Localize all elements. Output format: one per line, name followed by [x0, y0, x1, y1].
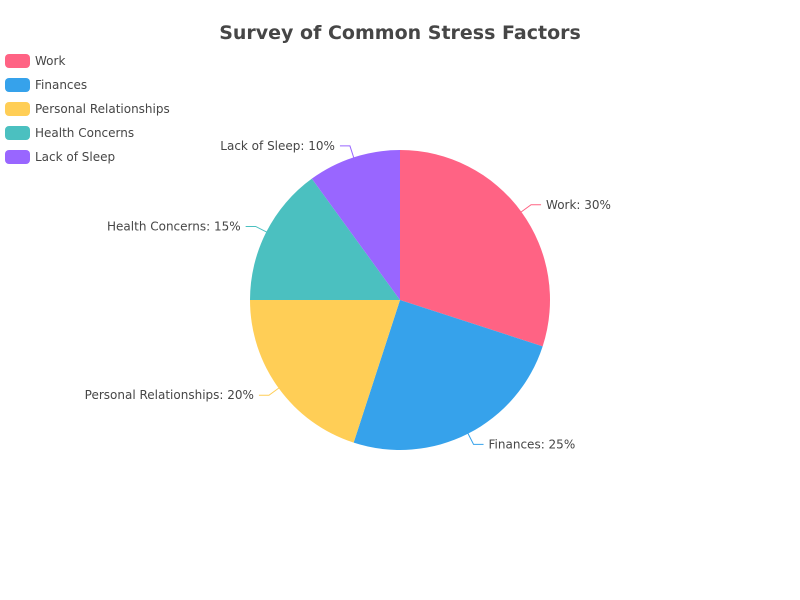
pie-slice-lack-of-sleep[interactable]: [311, 150, 400, 300]
leader-line-health-concerns: [245, 225, 269, 234]
legend-item-lack-of-sleep[interactable]: Lack of Sleep: [5, 150, 115, 164]
legend-swatch: [5, 54, 30, 68]
slice-label-lack-of-sleep: Lack of Sleep: 10%: [220, 139, 335, 153]
legend-label: Finances: [35, 78, 87, 92]
pie-slices: [250, 150, 550, 450]
legend-label: Lack of Sleep: [35, 150, 115, 164]
slice-label-finances: Finances: 25%: [489, 437, 576, 451]
leader-line-lack-of-sleep: [339, 145, 355, 160]
slice-label-health-concerns: Health Concerns: 15%: [107, 219, 241, 233]
legend-item-personal-relationships[interactable]: Personal Relationships: [5, 102, 170, 116]
legend-swatch: [5, 102, 30, 116]
leader-line-personal-relationships: [258, 386, 281, 396]
legend: Work Finances Personal Relationships Health…: [5, 54, 170, 164]
legend-swatch: [5, 78, 30, 92]
leader-line-finances: [466, 431, 484, 445]
legend-swatch: [5, 150, 30, 164]
pie-slice-finances[interactable]: [353, 300, 543, 450]
legend-item-health-concerns[interactable]: Health Concerns: [5, 126, 134, 140]
legend-item-finances[interactable]: Finances: [5, 78, 87, 92]
slice-label-work: Work: 30%: [546, 198, 611, 212]
slice-label-personal-relationships: Personal Relationships: 20%: [85, 388, 254, 402]
leader-line-work: [519, 204, 542, 214]
legend-item-work[interactable]: Work: [5, 54, 65, 68]
slice-labels: Work: 30% Finances: 25% Personal Relations…: [85, 139, 611, 451]
legend-label: Personal Relationships: [35, 102, 170, 116]
legend-label: Health Concerns: [35, 126, 134, 140]
pie-slice-work[interactable]: [400, 150, 550, 347]
chart-title: Survey of Common Stress Factors: [219, 22, 581, 44]
pie-slice-personal-relationships[interactable]: [250, 300, 400, 443]
pie-slice-health-concerns[interactable]: [250, 178, 400, 300]
legend-swatch: [5, 126, 30, 140]
legend-label: Work: [35, 54, 65, 68]
